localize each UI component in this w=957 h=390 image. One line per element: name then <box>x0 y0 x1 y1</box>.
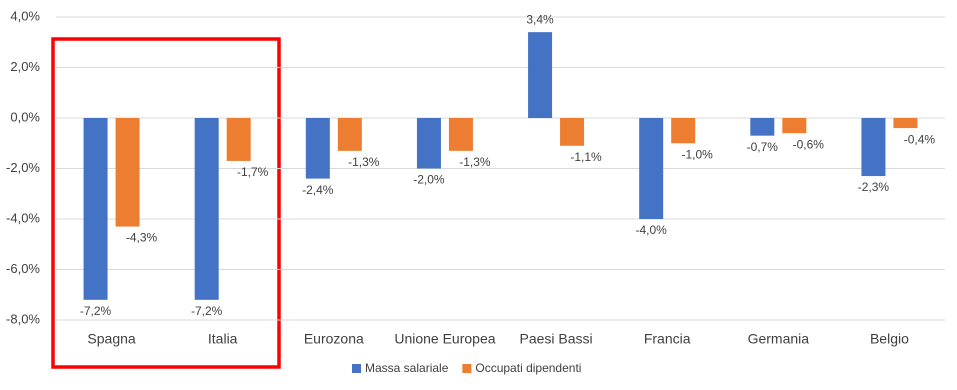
bar <box>560 118 585 146</box>
x-tick-label: Eurozona <box>304 331 364 347</box>
x-tick-label: Paesi Bassi <box>519 331 592 347</box>
x-tick-label: Germania <box>748 331 810 347</box>
y-tick-label: -4,0% <box>6 210 40 225</box>
bar <box>226 118 251 161</box>
x-tick-label: Francia <box>644 331 691 347</box>
y-tick-label: -8,0% <box>6 311 40 326</box>
bar <box>750 118 775 136</box>
bar <box>782 118 807 134</box>
value-label: -2,4% <box>302 183 334 197</box>
value-label: -0,7% <box>747 140 779 154</box>
highlight-box <box>51 37 281 369</box>
y-tick-label: 4,0% <box>10 8 40 23</box>
bar <box>83 118 108 300</box>
bar <box>448 118 473 151</box>
legend-label: Massa salariale <box>365 361 449 375</box>
x-tick-label: Unione Europea <box>394 331 495 347</box>
legend-swatch <box>462 364 472 373</box>
bar <box>305 118 330 179</box>
value-label: -2,3% <box>858 180 890 194</box>
legend-swatch <box>352 364 361 373</box>
bar <box>671 118 696 144</box>
value-label: -2,0% <box>413 173 445 187</box>
bar <box>893 118 918 129</box>
bar <box>337 118 362 151</box>
value-label: -1,3% <box>348 155 380 169</box>
bar <box>115 118 140 227</box>
x-tick-label: Italia <box>208 331 238 347</box>
value-label: -0,4% <box>904 132 936 146</box>
bar <box>861 118 886 177</box>
y-tick-label: -2,0% <box>6 160 40 175</box>
y-tick-label: 0,0% <box>10 109 40 124</box>
value-label: -4,0% <box>636 223 668 237</box>
bar <box>528 32 553 118</box>
y-tick-label: -6,0% <box>6 261 40 276</box>
value-label: -1,3% <box>459 155 491 169</box>
x-tick-label: Spagna <box>87 331 135 347</box>
value-label: -1,1% <box>570 150 602 164</box>
x-tick-label: Belgio <box>870 331 909 347</box>
bar <box>639 118 664 219</box>
value-label: -7,2% <box>191 304 223 318</box>
value-label: -1,7% <box>237 165 269 179</box>
value-label: -4,3% <box>126 231 158 245</box>
y-tick-label: 2,0% <box>10 59 40 74</box>
value-label: -0,6% <box>793 137 825 151</box>
value-label: -7,2% <box>80 304 112 318</box>
value-label: -1,0% <box>682 147 714 161</box>
bar <box>194 118 219 300</box>
legend-label: Occupati dipendenti <box>475 361 581 375</box>
bar <box>416 118 441 169</box>
value-label: 3,4% <box>526 12 554 26</box>
